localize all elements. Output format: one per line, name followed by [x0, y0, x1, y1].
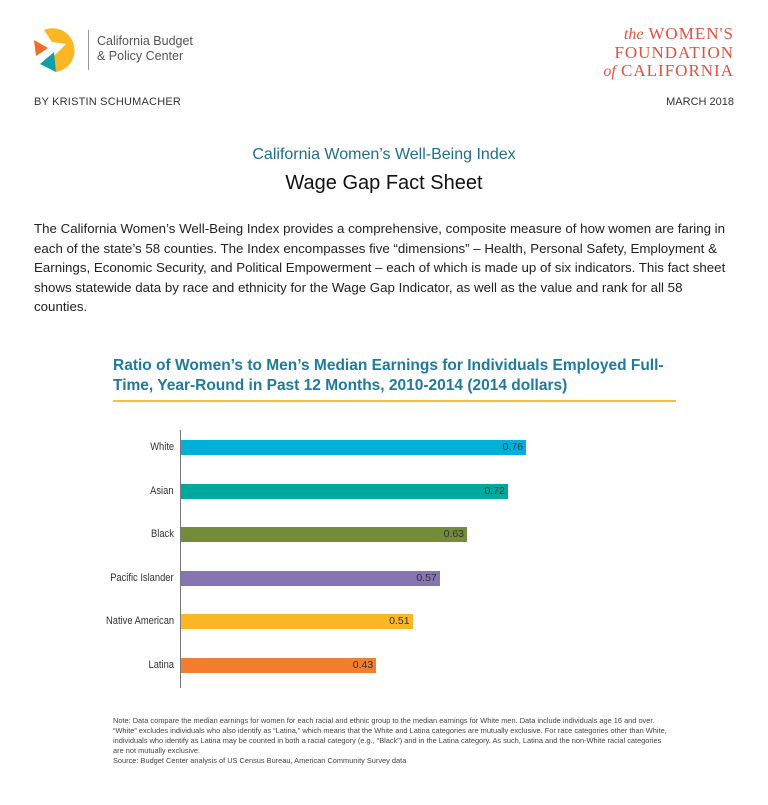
data-label: 0.43 [352, 659, 374, 671]
wf-of: of [603, 63, 616, 80]
wf-line3: CALIFORNIA [621, 61, 734, 80]
data-label: 0.51 [389, 615, 410, 628]
source-text: Source: Budget Center analysis of US Cen… [113, 756, 407, 765]
bar-asian [181, 483, 508, 499]
author: BY KRISTIN SCHUMACHER [34, 96, 182, 108]
data-label: 0.72 [484, 484, 505, 497]
cbpc-logo-icon [34, 28, 75, 72]
chart-note: Note: Data compare the median earnings f… [113, 716, 673, 766]
note-text: Note: Data compare the median earnings f… [113, 716, 667, 755]
bar-native-american [181, 614, 413, 630]
date: MARCH 2018 [666, 96, 734, 108]
category-label: White [150, 441, 174, 453]
cbpc-logo-text: California Budget & Policy Center [97, 34, 193, 64]
data-label: 0.76 [502, 441, 524, 453]
category-label: Pacific Islander [110, 571, 174, 584]
intro-paragraph: The California Women’s Well-Being Index … [34, 221, 726, 314]
bar-pacific-islander [181, 570, 440, 586]
wf-line1: WOMEN'S [648, 24, 734, 43]
y-axis [180, 430, 181, 688]
wf-the: the [623, 26, 644, 43]
data-label: 0.63 [443, 528, 465, 541]
bar-white [181, 440, 527, 455]
page-title: Wage Gap Fact Sheet [285, 172, 483, 194]
category-label: Black [151, 528, 174, 541]
womens-foundation-logo: the WOMEN'S FOUNDATION of CALIFORNIA [603, 25, 734, 81]
category-label: Asian [150, 484, 174, 497]
category-label: Native American [105, 615, 174, 628]
wf-line2: FOUNDATION [614, 43, 734, 62]
subtitle: California Women’s Well-Being Index [252, 146, 516, 163]
category-label: Latina [148, 659, 174, 671]
bar-latina [181, 658, 377, 673]
cbpc-line1: California Budget [97, 34, 193, 48]
chart-title-rule [113, 400, 676, 402]
cbpc-line2: & Policy Center [97, 49, 184, 63]
chart-title: Ratio of Women’s to Men’s Median Earning… [113, 357, 664, 394]
data-label: 0.57 [416, 571, 437, 584]
logo-divider [88, 30, 89, 70]
bar-black [181, 527, 468, 543]
